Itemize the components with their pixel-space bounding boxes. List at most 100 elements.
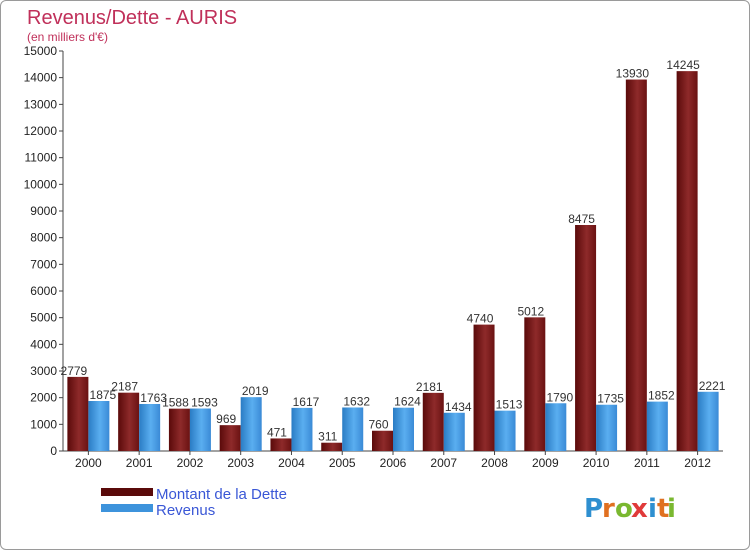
debt-bar (473, 324, 495, 451)
y-tick-label: 9000 (30, 204, 57, 218)
revenue-bar-value-label: 1632 (343, 394, 370, 408)
revenue-bar (240, 397, 262, 451)
logo-letter: t (657, 494, 669, 524)
logo-letter: o (615, 494, 633, 524)
logo-letter: i (648, 494, 657, 524)
revenue-bar-value-label: 1624 (394, 395, 421, 409)
logo-letter: i (667, 494, 676, 524)
revenue-bar-value-label: 1790 (546, 390, 573, 404)
y-tick-label: 10000 (24, 177, 58, 191)
y-tick-label: 12000 (24, 124, 58, 138)
debt-bar-value-label: 969 (216, 412, 236, 426)
debt-bar-value-label: 2181 (416, 380, 443, 394)
debt-bar (524, 317, 546, 451)
revenue-bar (139, 403, 161, 451)
proxiti-logo: Pr ox i ti (584, 494, 676, 524)
revenue-bar (697, 391, 719, 451)
legend-swatch (101, 504, 153, 512)
x-axis: 2000 2001 2002 2003 2004 2005 2006 2007 2008 2009… (63, 450, 723, 470)
revenue-bar (393, 407, 414, 451)
revenue-bar (342, 407, 364, 451)
y-tick-label: 7000 (30, 257, 57, 271)
logo-letter: r (602, 494, 615, 524)
x-tick-label: 2001 (126, 456, 153, 470)
debt-bar-value-label: 2779 (61, 364, 88, 378)
legend-swatch (101, 488, 153, 496)
revenue-bar (545, 403, 567, 451)
y-tick-label: 1000 (30, 417, 57, 431)
legend-label: Montant de la Dette (156, 486, 287, 503)
x-tick-label: 2009 (532, 456, 559, 470)
debt-bar-value-label: 311 (318, 430, 337, 444)
x-tick-label: 2012 (684, 456, 711, 470)
debt-bar-value-label: 1588 (162, 396, 189, 410)
x-tick-label: 2003 (227, 456, 254, 470)
debt-bar (118, 392, 140, 451)
x-tick-label: 2002 (177, 456, 204, 470)
logo-letter: x (631, 494, 648, 524)
y-tick-label: 6000 (30, 284, 57, 298)
x-tick-label: 2005 (329, 456, 356, 470)
y-tick-label: 8000 (30, 231, 57, 245)
revenue-bar (88, 401, 110, 451)
x-tick-label: 2000 (75, 456, 102, 470)
revenue-bar-value-label: 1763 (140, 391, 167, 405)
legend-label: Revenus (156, 502, 215, 519)
debt-bar (625, 79, 647, 452)
y-tick-label: 14000 (24, 71, 58, 85)
y-axis: 0 1000 2000 3000 4000 5000 6000 7000 8000 9000 100… (24, 44, 64, 458)
y-tick-label: 0 (50, 444, 57, 458)
revenue-bar-value-label: 1434 (445, 400, 472, 414)
debt-bar (168, 408, 190, 451)
debt-bar-value-label: 2187 (111, 380, 138, 394)
debt-bar-value-label: 14245 (666, 58, 700, 72)
revenue-bar-value-label: 1735 (597, 392, 624, 406)
debt-bar-value-label: 760 (368, 418, 388, 432)
x-tick-label: 2006 (380, 456, 407, 470)
y-tick-label: 11000 (25, 151, 58, 165)
revenue-bar (443, 412, 465, 451)
debt-bar-value-label: 13930 (616, 67, 650, 81)
y-tick-label: 5000 (30, 311, 57, 325)
revenue-bar-value-label: 1617 (293, 395, 320, 409)
chart-title: Revenus/Dette - AURIS (27, 7, 237, 29)
revenue-bar-value-label: 1593 (191, 396, 218, 410)
revenue-bar (596, 404, 618, 451)
debt-bar (67, 376, 89, 451)
revenue-bar (291, 407, 313, 451)
revenue-bar (189, 408, 211, 451)
debt-bar (270, 438, 292, 451)
debt-bar-value-label: 8475 (568, 212, 595, 226)
x-tick-label: 2007 (430, 456, 457, 470)
debt-bar (575, 225, 597, 451)
x-tick-label: 2010 (583, 456, 610, 470)
revenue-bar (646, 401, 668, 451)
debt-bar-value-label: 5012 (517, 304, 544, 318)
x-tick-label: 2008 (481, 456, 508, 470)
debt-bar-value-label: 4740 (467, 312, 494, 326)
revenue-bar-value-label: 1875 (90, 388, 117, 402)
revenue-bar-value-label: 1513 (496, 398, 523, 412)
debt-bar-value-label: 471 (267, 425, 287, 439)
y-tick-label: 2000 (30, 391, 57, 405)
revenue-bar-value-label: 2019 (242, 384, 269, 398)
revenue-bar-value-label: 1852 (648, 389, 675, 403)
logo-letter: P (584, 494, 603, 524)
debt-bar (676, 71, 698, 451)
debt-bar (372, 430, 393, 451)
y-tick-label: 4000 (30, 337, 57, 351)
debt-bar (422, 392, 444, 451)
debt-bar (219, 425, 241, 451)
revenue-bar (494, 410, 516, 451)
x-tick-label: 2004 (278, 456, 305, 470)
y-tick-label: 3000 (30, 364, 57, 378)
x-tick-label: 2011 (634, 456, 660, 470)
y-tick-label: 13000 (24, 97, 58, 111)
y-tick-label: 15000 (24, 44, 58, 58)
revenue-bar-value-label: 2221 (699, 379, 726, 393)
chart-subtitle: (en milliers d'€) (27, 30, 108, 44)
